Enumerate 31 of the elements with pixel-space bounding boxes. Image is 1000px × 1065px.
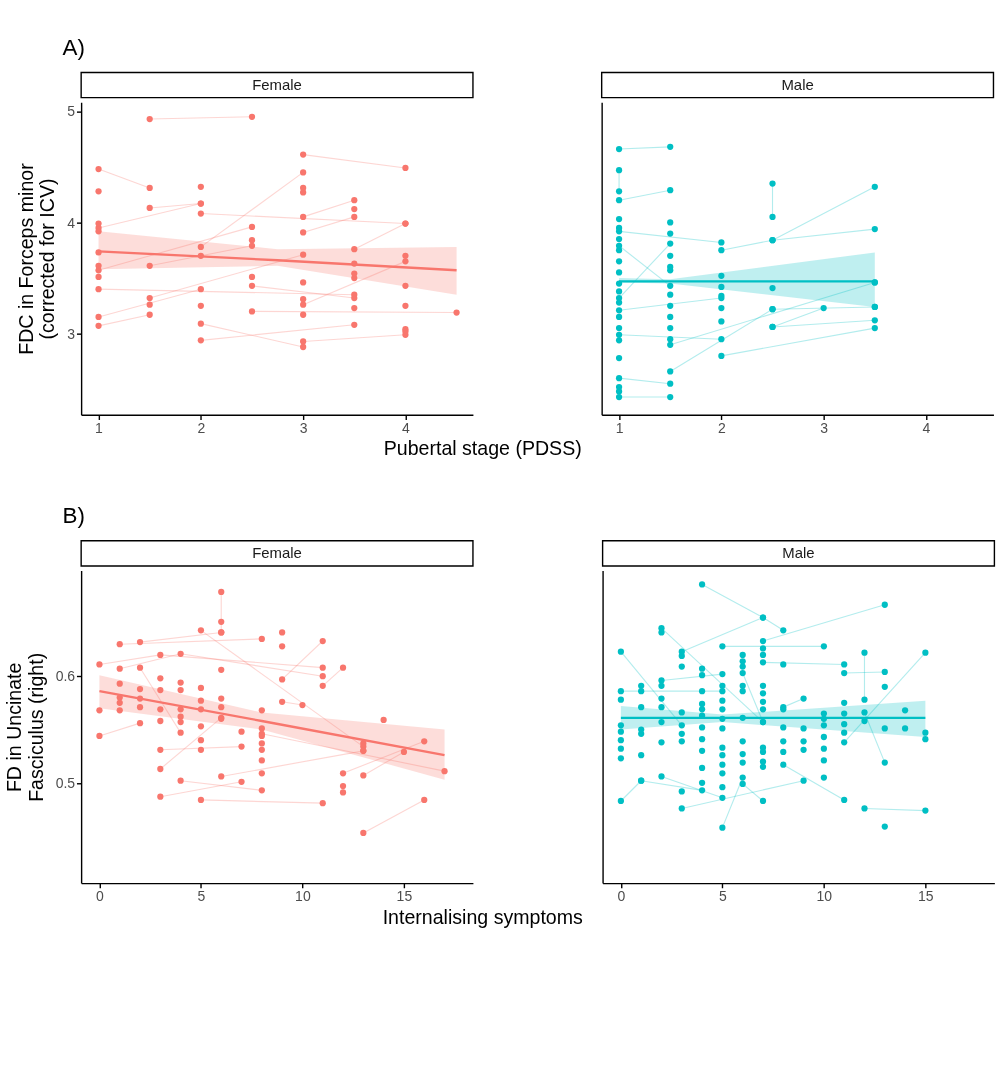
chart-title: Female	[252, 76, 302, 94]
y-tick-label: 0.6	[55, 668, 76, 685]
y-tick-label: 3	[67, 325, 76, 342]
y-axis-title: FD in Uncinate Fasciculus (right)	[3, 652, 47, 802]
x-tick-label: 2	[717, 420, 726, 437]
x-tick-label: 3	[299, 420, 308, 437]
x-tick-label: 1	[95, 420, 104, 437]
x-axis-title: Internalising symptoms	[382, 905, 584, 928]
x-tick-label: 4	[922, 420, 931, 437]
text: A)	[62, 34, 85, 60]
y-tick-label: 5	[67, 103, 76, 120]
x-tick-label: 15	[396, 888, 413, 905]
chart-title: Female	[252, 544, 302, 562]
y-tick-label: 4	[67, 214, 76, 231]
chart-title: Male	[782, 544, 815, 562]
x-tick-label: 3	[820, 420, 829, 437]
x-tick-label: 5	[197, 888, 206, 905]
chart-title: Male	[781, 76, 814, 94]
x-tick-label: 0	[617, 888, 626, 905]
x-tick-label: 10	[816, 888, 833, 905]
x-tick-label: 0	[96, 888, 104, 905]
x-tick-label: 1	[615, 420, 624, 437]
y-axis-title: FDC in Forceps minor (corrected for ICV)	[14, 162, 59, 355]
x-tick-label: 4	[402, 420, 411, 437]
x-tick-label: 10	[295, 888, 311, 905]
x-tick-label: 15	[918, 888, 934, 905]
x-tick-label: 5	[718, 888, 727, 905]
x-axis-title: Pubertal stage (PDSS)	[383, 437, 582, 460]
y-tick-label: 0.5	[55, 774, 76, 791]
text: B)	[62, 503, 85, 529]
x-tick-label: 2	[197, 420, 206, 437]
